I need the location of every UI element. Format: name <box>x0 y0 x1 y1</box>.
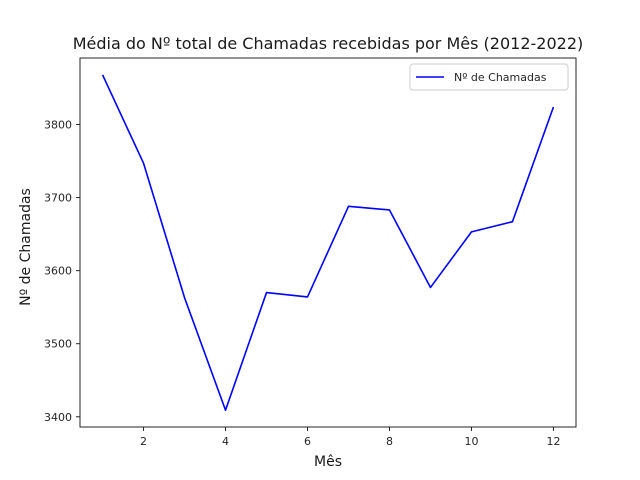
y-tick-label-3500: 3500 <box>44 338 72 351</box>
x-axis-label: Mês <box>314 454 342 470</box>
legend-box <box>409 63 569 91</box>
y-tick-label-3600: 3600 <box>44 265 72 278</box>
plot-frame <box>79 57 577 428</box>
x-tick-label-10: 10 <box>464 435 478 448</box>
x-tick-label-6: 6 <box>304 435 311 448</box>
y-tick-label-3800: 3800 <box>44 118 72 131</box>
x-tick-label-12: 12 <box>546 435 560 448</box>
x-tick-label-4: 4 <box>222 435 229 448</box>
y-tick-label-3400: 3400 <box>44 411 72 424</box>
x-tick-label-8: 8 <box>386 435 393 448</box>
plot-area: 2 4 6 8 10 12 3400 3500 3600 3700 3800 Nº de Chamad… <box>44 57 577 448</box>
series-line-0 <box>101 74 555 411</box>
y-axis-label: Nº de Chamadas <box>18 188 34 306</box>
x-tick-label-2: 2 <box>140 435 147 448</box>
legend-label-0: Nº de Chamadas <box>454 71 547 84</box>
y-tick-label-3700: 3700 <box>44 192 72 205</box>
chart-title: Média do Nº total de Chamadas recebidas … <box>73 34 583 53</box>
